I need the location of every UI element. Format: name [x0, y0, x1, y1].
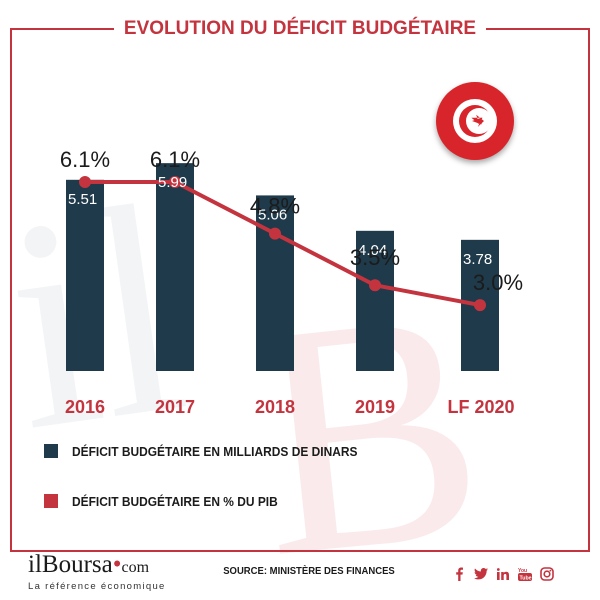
logo-text: ilBoursa: [28, 551, 113, 578]
line-value-label-2: 4.8%: [250, 194, 300, 219]
line-point-3: [369, 279, 381, 292]
facebook-icon[interactable]: [452, 567, 466, 581]
bar-value-label-4: 3.78: [463, 251, 492, 268]
linkedin-icon[interactable]: [496, 567, 510, 581]
logo-tagline: La référence économique: [28, 581, 166, 592]
svg-text:You: You: [518, 568, 527, 574]
bar-value-label-2: 5.06: [258, 206, 287, 223]
line-point-0: [79, 176, 91, 188]
chart-title: EVOLUTION DU DÉFICIT BUDGÉTAIRE: [0, 18, 600, 40]
category-label-4: LF 2020: [447, 397, 514, 417]
chart-title-text: EVOLUTION DU DÉFICIT BUDGÉTAIRE: [113, 18, 487, 39]
line-value-label-0: 6.1%: [60, 147, 110, 172]
line-point-1: [169, 176, 181, 188]
chart-frame: [10, 28, 590, 552]
category-label-2: 2018: [255, 397, 295, 417]
youtube-icon[interactable]: You Tube: [518, 567, 532, 581]
line-layer: [79, 176, 486, 312]
twitter-icon[interactable]: [474, 567, 488, 581]
line-point-2: [269, 227, 281, 240]
svg-text:Tube: Tube: [520, 575, 532, 581]
legend-label-bars: DÉFICIT BUDGÉTAIRE EN MILLIARDS DE DINAR…: [72, 443, 358, 459]
bar-3: [356, 230, 394, 371]
bars-layer: [66, 163, 499, 371]
category-label-3: 2019: [355, 397, 395, 417]
bar-1: [156, 163, 194, 371]
legend-swatch-bars: [44, 444, 58, 458]
logo-com: com: [121, 559, 150, 576]
category-label-0: 2016: [65, 397, 105, 417]
frame-top-right: [486, 28, 590, 30]
tunisia-flag-icon: [436, 82, 514, 160]
line-value-label-4: 3.0%: [473, 270, 523, 295]
source-note: SOURCE: MINISTÈRE DES FINANCES: [223, 566, 395, 577]
legend-item-line: DÉFICIT BUDGÉTAIRE EN % DU PIB: [44, 490, 382, 512]
line-value-label-3: 3.5%: [350, 245, 400, 270]
legend: DÉFICIT BUDGÉTAIRE EN MILLIARDS DE DINAR…: [44, 440, 382, 540]
legend-item-bars: DÉFICIT BUDGÉTAIRE EN MILLIARDS DE DINAR…: [44, 440, 382, 462]
category-label-1: 2017: [155, 397, 195, 417]
labels-layer: 5.51 5.99 5.06 4.04 3.78 6.1% 6.1% 4.8% 3.5% 3.0%…: [60, 147, 523, 417]
line-point-4: [474, 299, 486, 312]
brand-logo[interactable]: ilBoursa•com La référence économique: [28, 551, 166, 593]
legend-label-line: DÉFICIT BUDGÉTAIRE EN % DU PIB: [72, 493, 278, 509]
bar-value-label-0: 5.51: [68, 191, 97, 208]
bar-value-label-1: 5.99: [158, 174, 187, 191]
logo-dot: •: [112, 551, 122, 578]
legend-swatch-line: [44, 494, 58, 508]
frame-top-left: [10, 28, 114, 30]
line-value-label-1: 6.1%: [150, 147, 200, 172]
bar-value-label-3: 4.04: [358, 242, 387, 259]
instagram-icon[interactable]: [540, 567, 554, 581]
bar-2: [256, 195, 294, 371]
social-links: You Tube: [452, 567, 554, 581]
bar-0: [66, 179, 104, 371]
